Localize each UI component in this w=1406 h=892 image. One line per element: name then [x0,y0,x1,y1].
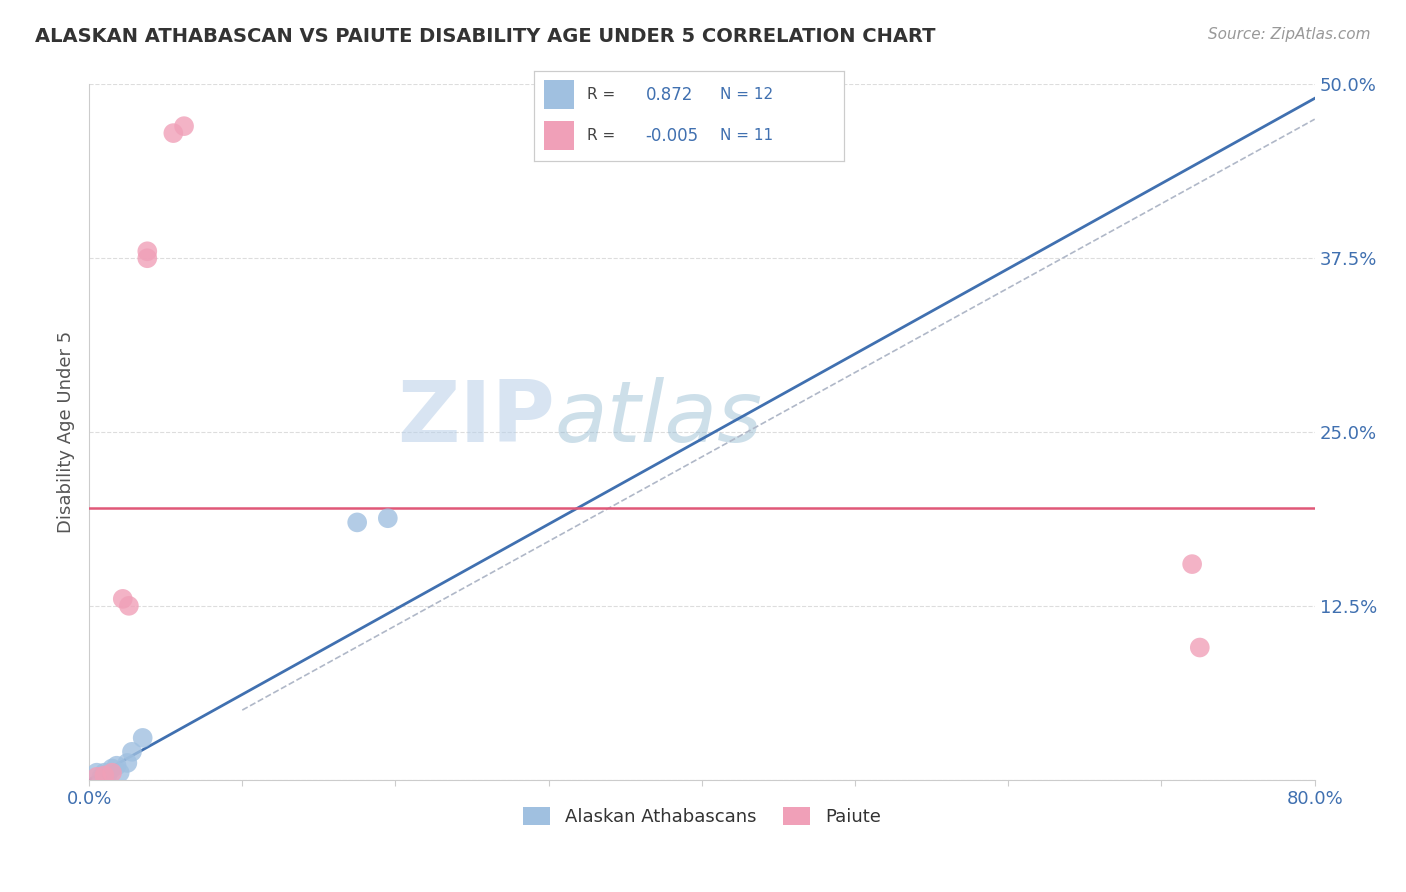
Point [101,762,124,776]
Point [136,244,159,259]
Point [117,756,139,770]
Point [86,765,108,780]
Point [96,768,118,782]
FancyBboxPatch shape [544,80,575,109]
Text: ZIP: ZIP [396,376,555,459]
Text: ALASKAN ATHABASCAN VS PAIUTE DISABILITY AGE UNDER 5 CORRELATION CHART: ALASKAN ATHABASCAN VS PAIUTE DISABILITY … [35,27,935,45]
Text: R =: R = [586,87,614,102]
Text: Source: ZipAtlas.com: Source: ZipAtlas.com [1208,27,1371,42]
Point [118,599,141,613]
Point [1188,640,1211,655]
Point [93,765,115,780]
Point [1181,557,1204,571]
Text: N = 11: N = 11 [720,128,773,143]
Text: atlas: atlas [555,376,763,459]
Text: 0.872: 0.872 [645,86,693,103]
Point [173,119,195,133]
Point [111,591,134,606]
Point [93,768,115,782]
Legend: Alaskan Athabascans, Paiute: Alaskan Athabascans, Paiute [516,799,887,833]
Text: N = 12: N = 12 [720,87,773,102]
Point [162,126,184,140]
Point [86,770,108,784]
Point [90,770,112,784]
Point [131,731,153,745]
Point [108,765,131,780]
Text: -0.005: -0.005 [645,127,699,145]
Point [346,516,368,530]
FancyBboxPatch shape [544,121,575,150]
Point [105,758,128,772]
Point [377,511,399,525]
Point [101,765,124,780]
Text: R =: R = [586,128,614,143]
Point [136,251,159,265]
Point [121,745,143,759]
Y-axis label: Disability Age Under 5: Disability Age Under 5 [58,331,75,533]
